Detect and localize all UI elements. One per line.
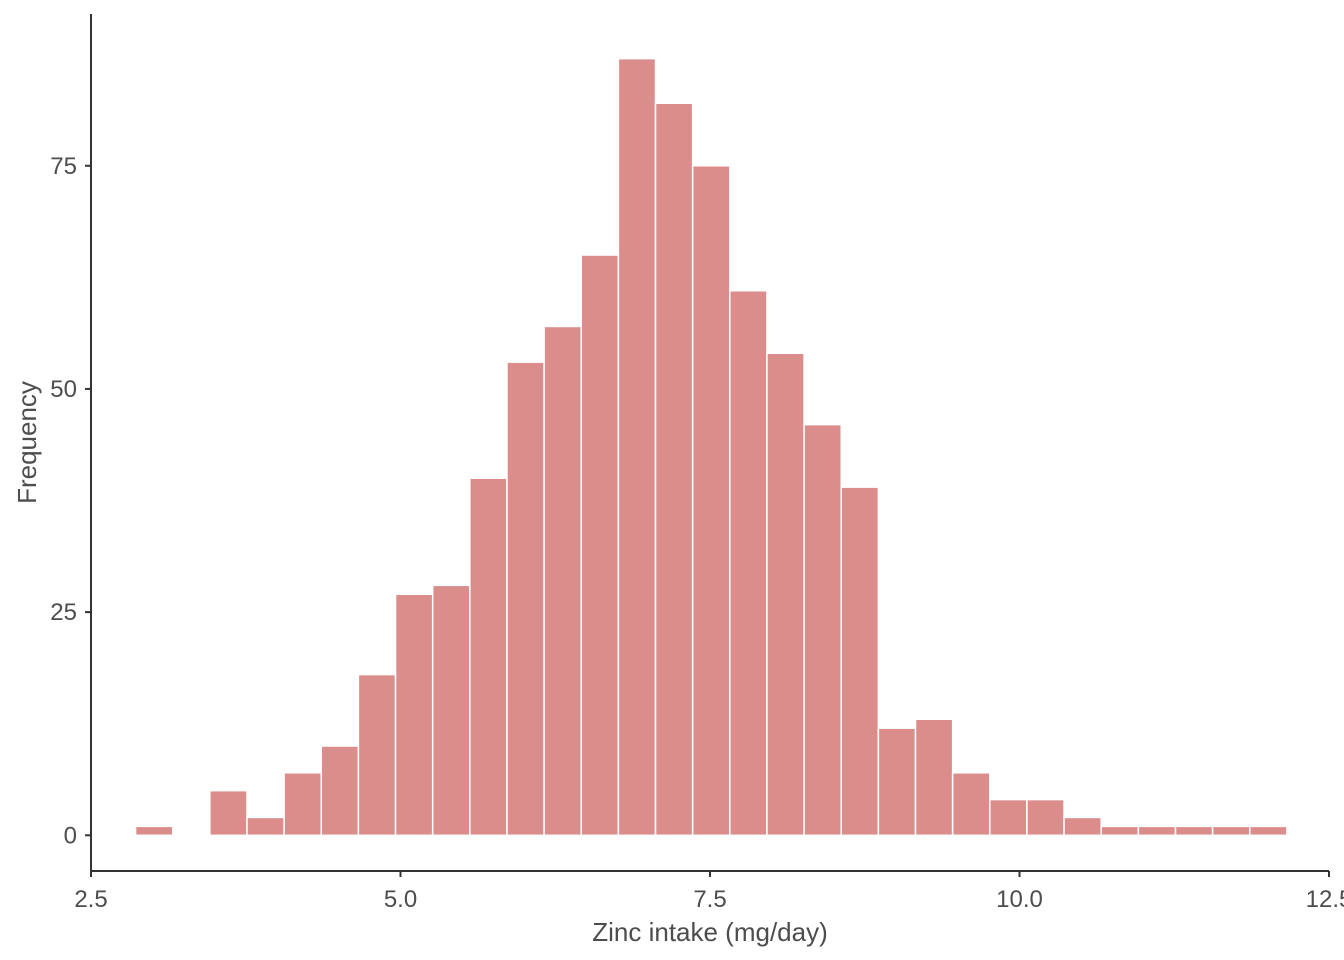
x-tick-label-3: 10.0	[996, 886, 1043, 913]
histogram-bar-9	[469, 477, 508, 837]
histogram-bar-26	[1100, 825, 1140, 837]
histogram-bar-18	[803, 423, 842, 837]
histogram-bar-13	[617, 57, 657, 837]
histogram-bar-22	[951, 772, 991, 837]
x-tick-label-0: 2.5	[74, 886, 107, 913]
y-tick-label-0: 0	[64, 822, 77, 849]
histogram-bar-4	[283, 772, 323, 837]
histogram-bar-23	[989, 798, 1028, 837]
histogram-bar-19	[840, 486, 880, 837]
histogram-bar-29	[1211, 825, 1251, 837]
histogram-bar-15	[691, 165, 731, 837]
histogram-bar-16	[729, 289, 768, 837]
histogram-bar-0	[134, 825, 174, 837]
histogram-bar-11	[543, 325, 582, 837]
histogram-bar-3	[246, 816, 285, 837]
histogram-bar-30	[1249, 825, 1288, 837]
x-tick-label-1: 5.0	[384, 886, 417, 913]
y-tick-label-1: 25	[50, 599, 77, 626]
histogram-bar-20	[877, 727, 917, 837]
x-tick-label-2: 7.5	[693, 886, 726, 913]
y-tick-label-3: 75	[50, 153, 77, 180]
y-tick-label-2: 50	[50, 376, 77, 403]
histogram-bar-5	[320, 745, 360, 837]
y-ticks-layer: 0 25 50 75	[50, 153, 91, 849]
x-ticks-layer: 2.5 5.0 7.5 10.0 12.5	[74, 871, 1344, 913]
histogram-bar-7	[394, 593, 434, 837]
histogram-bar-24	[1026, 798, 1065, 837]
histogram-bar-2	[209, 789, 248, 837]
histogram-bar-25	[1063, 816, 1102, 837]
histogram-bar-27	[1137, 825, 1177, 837]
histogram-bar-17	[766, 352, 805, 837]
histogram-bar-12	[580, 254, 620, 837]
y-axis-title: Frequency	[12, 381, 42, 504]
histogram-bar-8	[431, 584, 471, 837]
histogram-bar-28	[1174, 825, 1214, 837]
histogram-bar-6	[357, 673, 397, 837]
x-axis-title: Zinc intake (mg/day)	[592, 917, 828, 947]
bars-layer	[134, 57, 1288, 837]
histogram-bar-10	[506, 361, 545, 837]
histogram-bar-21	[914, 718, 954, 837]
x-tick-label-4: 12.5	[1306, 886, 1344, 913]
histogram-bar-14	[654, 102, 694, 837]
